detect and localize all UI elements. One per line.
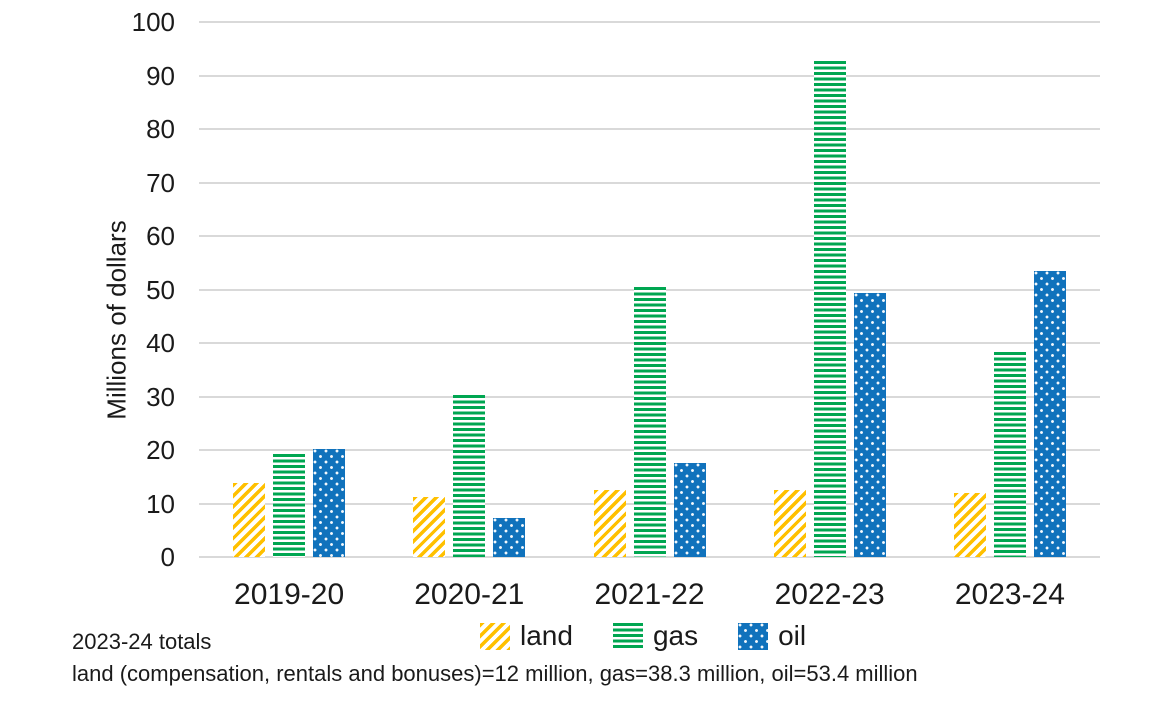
y-tick-label-10: 10 <box>146 488 175 519</box>
footnote-totals-heading: 2023-24 totals <box>72 629 212 654</box>
bar-gas-2020-21[interactable] <box>453 395 486 557</box>
gridline-0 <box>199 556 1100 558</box>
y-tick-label-20: 20 <box>146 435 175 465</box>
bar-gas-2019-20[interactable] <box>273 453 306 557</box>
legend-item-land: land <box>480 620 573 652</box>
legend-label-gas: gas <box>652 620 699 651</box>
y-tick-label-70: 70 <box>146 167 175 198</box>
bar-group-2019-20 <box>233 449 346 557</box>
bar-gas-2021-22[interactable] <box>633 287 666 557</box>
bar-oil-2020-21[interactable] <box>493 518 526 557</box>
oil-swatch-icon <box>738 622 769 650</box>
bar-group-2022-23 <box>773 60 886 557</box>
gridline-90 <box>199 74 1100 77</box>
bar-gas-2022-23[interactable] <box>813 60 846 557</box>
footnote-totals-detail: land (compensation, rentals and bonuses)… <box>72 661 918 686</box>
bar-land-2021-22[interactable] <box>593 489 626 557</box>
y-tick-label-0: 0 <box>160 542 175 572</box>
gridline-70 <box>199 181 1100 184</box>
bar-oil-2019-20[interactable] <box>313 449 346 557</box>
y-tick-label-60: 60 <box>146 221 175 251</box>
y-tick-label-30: 30 <box>146 381 175 412</box>
y-tick-label-80: 80 <box>146 114 175 144</box>
x-tick-label-2020-21: 2020-21 <box>414 578 525 611</box>
legend: land gas oil <box>480 620 806 652</box>
bar-group-2021-22 <box>593 287 706 557</box>
bar-group-2023-24 <box>953 271 1066 557</box>
legend-item-gas: gas <box>612 620 699 652</box>
x-tick-label-2019-20: 2019-20 <box>234 578 345 611</box>
y-tick-label-50: 50 <box>146 274 175 305</box>
bar-land-2019-20[interactable] <box>233 483 266 557</box>
x-tick-label-2021-22: 2021-22 <box>594 578 705 611</box>
bar-land-2022-23[interactable] <box>773 490 806 557</box>
bar-oil-2021-22[interactable] <box>673 463 706 557</box>
bar-gas-2023-24[interactable] <box>993 352 1026 557</box>
gas-swatch-icon <box>612 622 643 650</box>
bar-group-2020-21 <box>413 395 526 557</box>
gridline-80 <box>199 128 1100 130</box>
legend-label-oil: oil <box>778 620 807 651</box>
bar-land-2020-21[interactable] <box>413 497 446 557</box>
bar-oil-2023-24[interactable] <box>1033 271 1066 557</box>
x-tick-label-2023-24: 2023-24 <box>954 578 1065 611</box>
gridline-60 <box>199 235 1100 237</box>
gridline-100 <box>199 21 1100 23</box>
legend-item-oil: oil <box>738 620 806 652</box>
x-tick-label-2022-23: 2022-23 <box>774 578 885 611</box>
plot-area <box>199 21 1100 558</box>
land-swatch-icon <box>480 622 510 650</box>
bar-oil-2022-23[interactable] <box>853 293 886 557</box>
y-tick-label-90: 90 <box>146 60 175 91</box>
y-tick-label-40: 40 <box>146 328 175 358</box>
legend-label-land: land <box>520 620 573 651</box>
bar-land-2023-24[interactable] <box>953 492 986 557</box>
y-tick-label-100: 100 <box>131 7 175 37</box>
